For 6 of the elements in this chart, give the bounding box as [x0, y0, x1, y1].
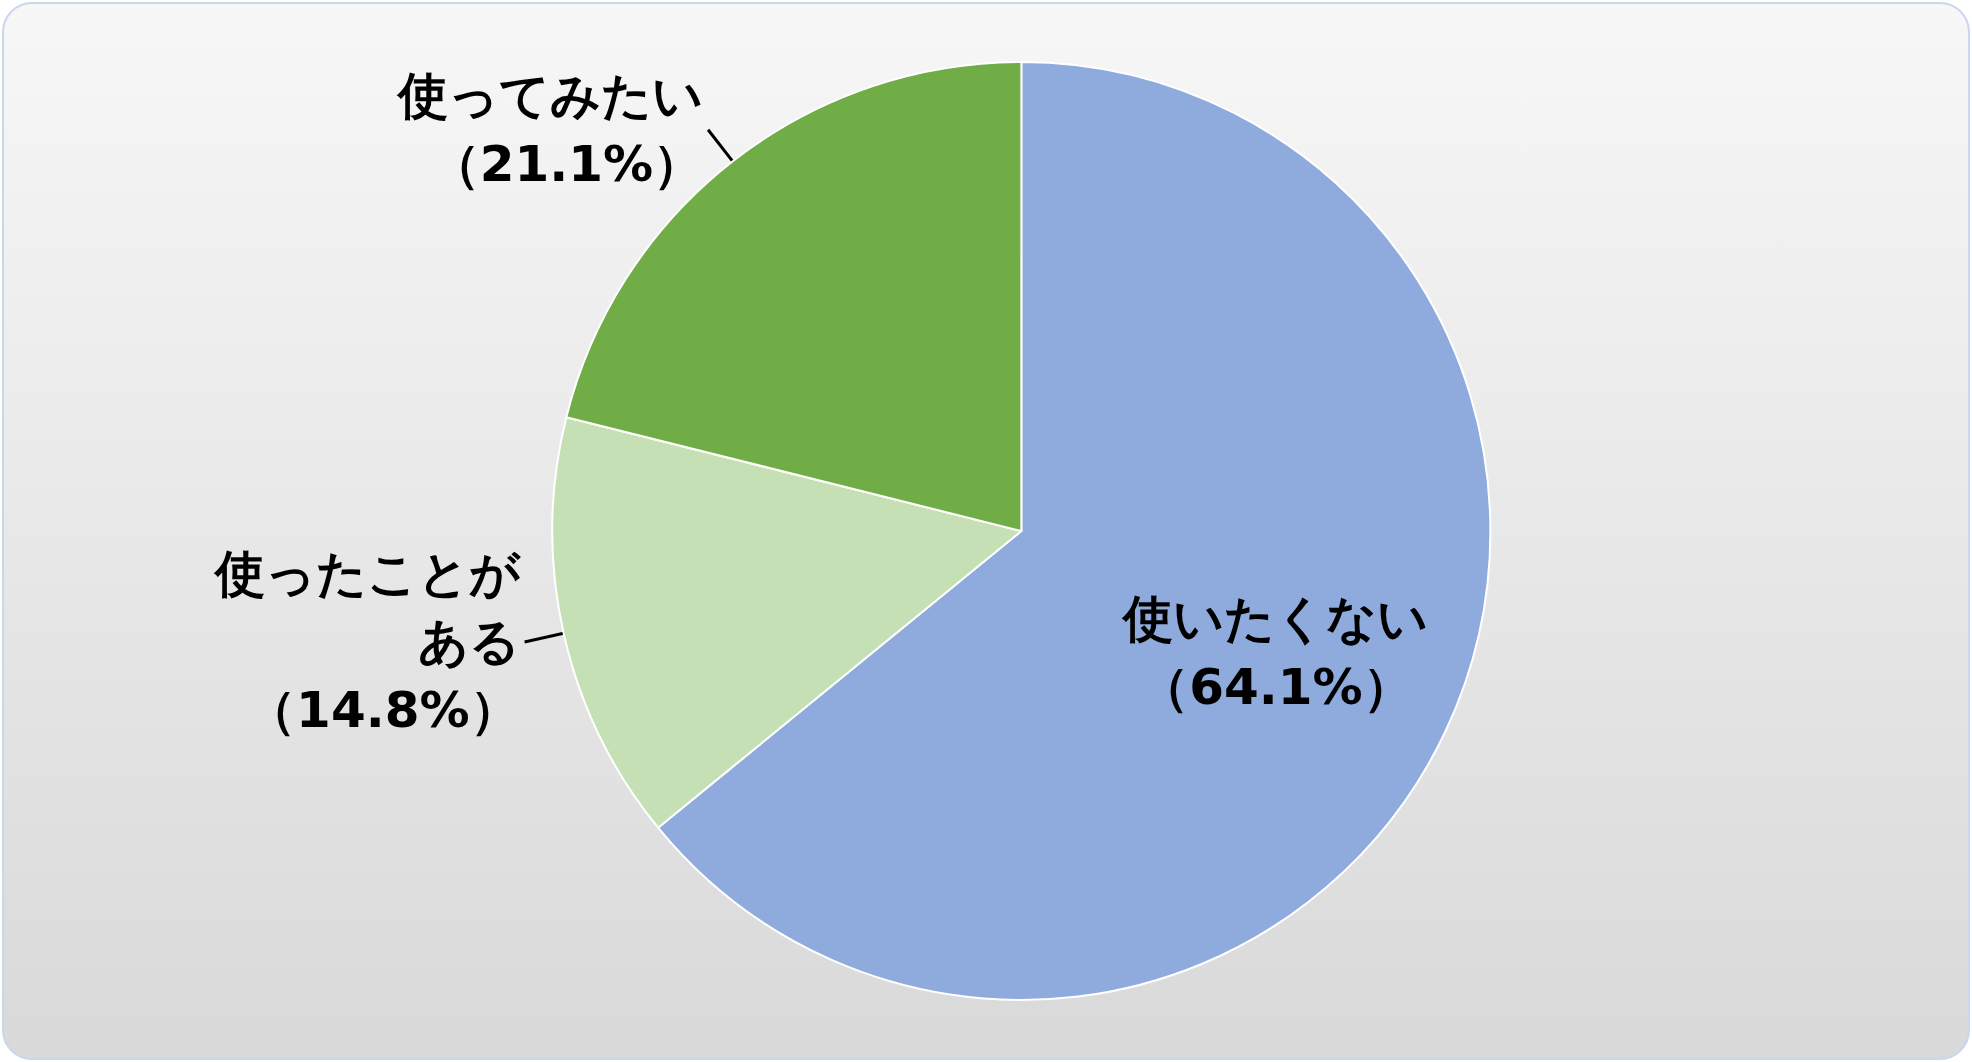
data-label: （14.8%）: [246, 681, 520, 740]
data-label: （64.1%）: [1139, 657, 1413, 716]
data-label: （21.1%）: [429, 134, 704, 193]
slice-label: 使いたくない: [1121, 589, 1429, 648]
slice-label: 使ったことがある: [212, 545, 521, 672]
slice-label: 使ってみたい: [396, 66, 704, 125]
